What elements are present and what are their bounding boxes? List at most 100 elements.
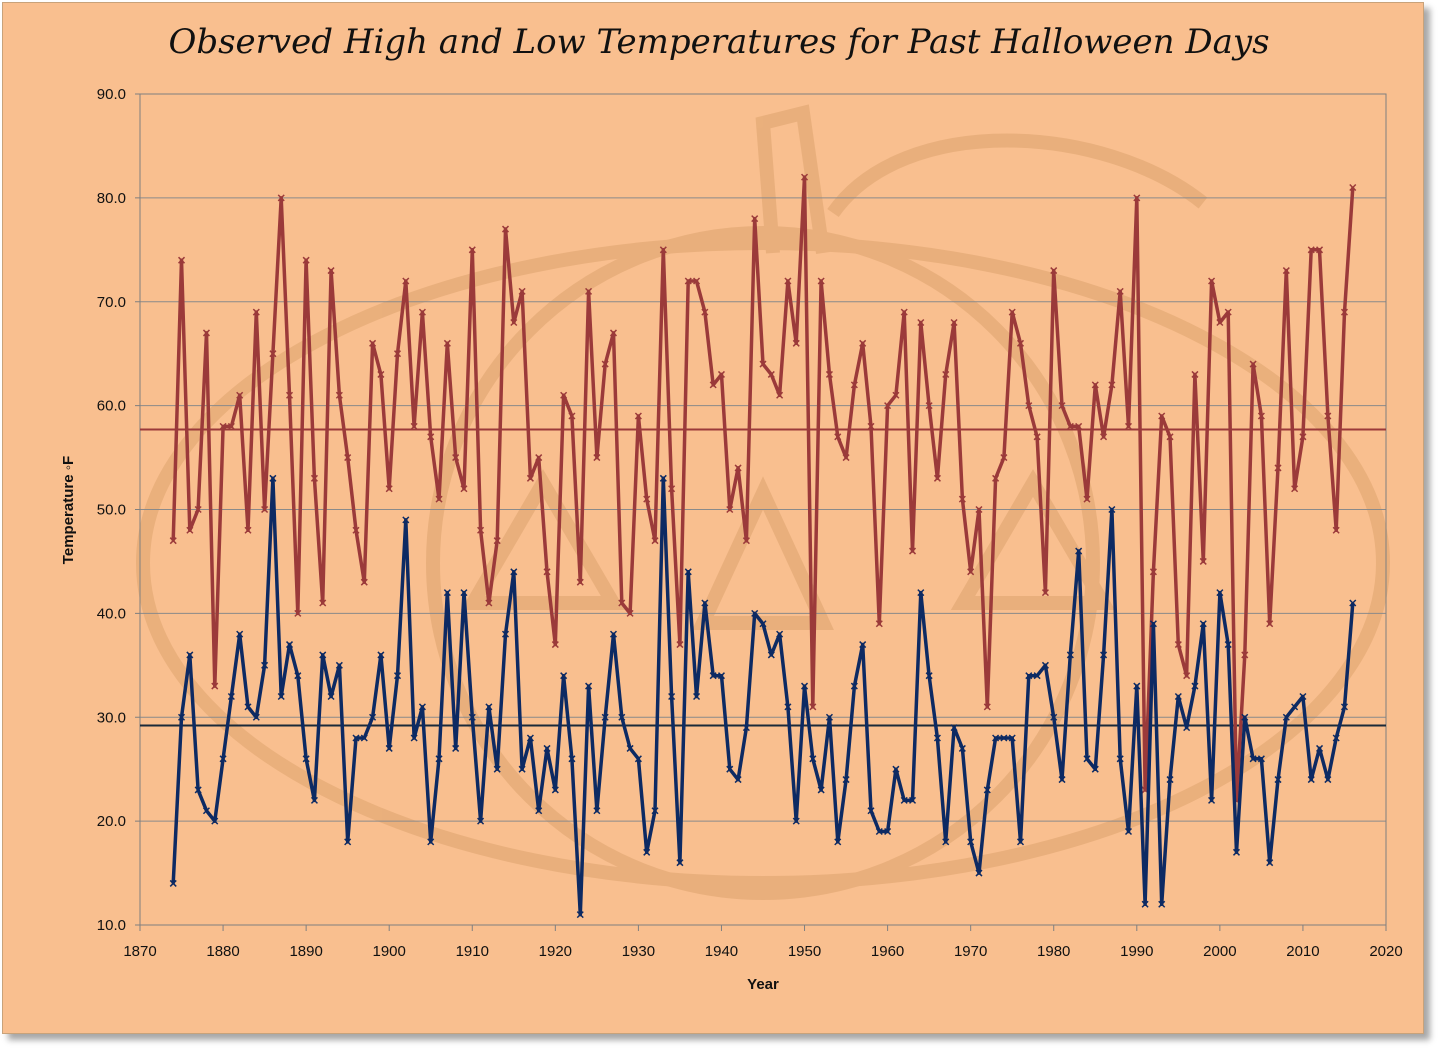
chart-title: Observed High and Low Temperatures for P… [168, 22, 1269, 62]
y-tick-label: 40.0 [97, 605, 126, 622]
data-point [776, 391, 784, 399]
data-point [1249, 360, 1257, 368]
x-tick-label: 2010 [1286, 943, 1319, 960]
y-tick-label: 50.0 [97, 502, 126, 519]
data-point [302, 755, 310, 763]
data-point [252, 713, 260, 721]
data-point [560, 672, 568, 680]
data-point [568, 755, 576, 763]
data-point [435, 755, 443, 763]
data-point [1075, 422, 1083, 430]
data-point [468, 713, 476, 721]
data-point [1232, 848, 1241, 856]
x-tick-label: 1970 [954, 943, 987, 960]
data-point [834, 838, 842, 846]
data-point [1191, 682, 1199, 690]
x-tick-label: 1950 [788, 943, 821, 960]
data-point [933, 474, 941, 482]
data-point [593, 454, 601, 462]
data-point [759, 360, 767, 368]
data-point [285, 391, 294, 399]
data-point [585, 682, 593, 690]
data-point [1282, 267, 1290, 275]
data-point [443, 589, 451, 597]
data-point [402, 277, 410, 285]
data-point [485, 703, 493, 711]
data-point [1340, 703, 1349, 711]
data-point [576, 578, 584, 586]
data-point [1257, 755, 1265, 763]
x-tick-label: 1890 [289, 943, 322, 960]
data-point [659, 474, 667, 482]
data-point [169, 537, 177, 545]
data-point [709, 672, 717, 680]
x-tick-label: 1940 [705, 943, 738, 960]
data-point [1349, 599, 1357, 607]
data-point [859, 641, 867, 649]
data-point [1116, 755, 1124, 763]
data-point [900, 796, 908, 804]
data-point [884, 402, 892, 410]
data-point [792, 817, 800, 825]
data-point [867, 807, 875, 815]
data-point [1199, 620, 1207, 628]
data-point [369, 713, 377, 721]
data-point [1216, 589, 1224, 597]
data-point [850, 381, 858, 389]
data-point [1349, 183, 1357, 192]
data-point [244, 703, 252, 711]
data-point [385, 744, 393, 752]
data-point [543, 568, 551, 576]
y-tick-label: 10.0 [97, 917, 126, 934]
data-point [1299, 692, 1307, 701]
data-point [850, 682, 858, 690]
data-point [202, 807, 210, 815]
data-point [219, 755, 227, 763]
data-point [1174, 641, 1182, 649]
x-tick-label: 1980 [1037, 943, 1070, 960]
data-point [526, 474, 534, 482]
data-point [1274, 464, 1282, 472]
data-point [460, 485, 468, 493]
y-tick-label: 70.0 [97, 294, 126, 311]
data-point [618, 599, 626, 607]
series-0 [169, 173, 1357, 804]
data-point [352, 734, 360, 742]
data-point [1216, 318, 1224, 327]
data-point [1241, 713, 1249, 721]
x-tick-label: 1990 [1120, 943, 1153, 960]
reference-lines [140, 428, 1386, 727]
data-point [1000, 734, 1008, 742]
data-point [601, 713, 609, 721]
y-axis-ticks: 10.0 20.0 30.0 40.0 50.0 60.0 70.0 80.0 90.0 [97, 86, 140, 934]
data-point [418, 703, 426, 711]
data-point [1324, 412, 1332, 420]
data-point [585, 287, 593, 295]
data-point [1058, 402, 1066, 410]
data-point [942, 370, 950, 378]
data-point [842, 454, 850, 462]
data-point [369, 339, 377, 347]
data-point [1000, 454, 1008, 462]
data-point [1299, 433, 1307, 441]
data-point [410, 422, 418, 430]
data-point [1291, 703, 1299, 711]
data-point [751, 215, 759, 223]
data-point [726, 505, 734, 514]
x-axis-title: Year [747, 976, 779, 993]
data-point [194, 505, 202, 514]
x-tick-label: 1910 [456, 943, 489, 960]
x-tick-label: 1870 [123, 943, 156, 960]
data-point [1083, 495, 1091, 503]
data-point [651, 807, 659, 815]
data-point [684, 568, 692, 576]
y-tick-label: 60.0 [97, 398, 126, 415]
data-point [452, 454, 460, 462]
data-point [1224, 308, 1232, 316]
x-tick-label: 2000 [1203, 943, 1236, 960]
data-point [908, 547, 917, 555]
data-point [1100, 433, 1108, 441]
data-point [992, 474, 1000, 482]
data-point [1133, 682, 1141, 690]
data-point [1149, 620, 1157, 628]
